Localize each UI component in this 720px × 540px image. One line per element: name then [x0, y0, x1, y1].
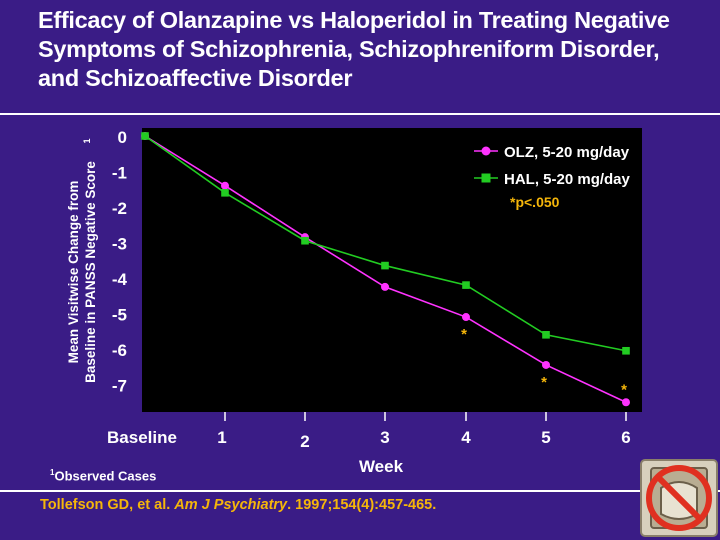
x-tick-label: Baseline: [107, 428, 177, 447]
footnote: 1Observed Cases: [50, 468, 156, 483]
data-point-olz: [622, 398, 630, 407]
legend-olz-label: OLZ, 5-20 mg/day: [504, 144, 630, 161]
data-point-hal: [622, 346, 630, 355]
citation-details: . 1997;154(4):457-465.: [287, 497, 437, 513]
no-sample-logo: [640, 459, 718, 537]
citation: Tollefson GD, et al. Am J Psychiatry. 19…: [40, 497, 436, 513]
title-line-2: Symptoms of Schizophrenia, Schizophrenif…: [38, 36, 660, 62]
y-tick-label: -6: [112, 341, 127, 360]
data-point-olz: [462, 313, 470, 322]
legend-olz-marker: [481, 146, 491, 156]
bottom-divider: [0, 490, 720, 492]
y-axis-label-superscript: 1: [82, 138, 92, 143]
slide-title: Efficacy of Olanzapine vs Haloperidol in…: [38, 6, 708, 93]
top-divider: [0, 113, 720, 115]
x-tick-label: 4: [461, 428, 471, 447]
y-tick-label: -1: [112, 164, 127, 183]
data-point-olz: [221, 181, 229, 190]
data-point-hal: [141, 132, 149, 140]
footnote-text: Observed Cases: [54, 468, 157, 484]
plot-area: [142, 128, 642, 412]
y-tick-label: -5: [112, 306, 127, 325]
y-tick-label: 0: [118, 128, 127, 147]
x-tick-label: 1: [217, 428, 226, 447]
x-tick-label: 6: [621, 428, 630, 447]
data-point-hal: [462, 281, 470, 289]
y-tick-label: -2: [112, 199, 127, 218]
legend-hal-label: HAL, 5-20 mg/day: [504, 171, 631, 188]
y-axis-label-line-1: Mean Visitwise Change from: [66, 181, 81, 364]
legend-hal-marker: [481, 173, 491, 183]
citation-authors: Tollefson GD, et al.: [40, 497, 175, 513]
significance-marker: *: [461, 326, 467, 343]
data-point-olz: [542, 360, 550, 369]
x-tick-label: 2: [300, 432, 309, 451]
citation-journal: Am J Psychiatry: [174, 497, 288, 513]
footnote-marker: 1: [50, 468, 55, 477]
data-point-hal: [221, 189, 229, 197]
title-line-3: and Schizoaffective Disorder: [38, 65, 353, 91]
y-tick-label: -3: [112, 235, 127, 254]
significance-marker: *: [621, 381, 627, 398]
y-tick-label: -7: [112, 377, 127, 396]
data-point-hal: [381, 261, 389, 270]
x-axis-label: Week: [359, 457, 404, 476]
data-point-hal: [301, 236, 309, 245]
x-tick-label: 3: [380, 428, 389, 447]
series-line-hal: [144, 135, 627, 352]
title-line-1: Efficacy of Olanzapine vs Haloperidol in…: [38, 7, 670, 33]
significance-marker: *: [541, 374, 547, 391]
x-tick-label: 5: [541, 428, 550, 447]
y-axis-label-line-2: Baseline in PANSS Negative Score: [83, 161, 98, 383]
data-point-olz: [381, 282, 389, 291]
significance-note: *p<.050: [510, 194, 560, 210]
data-point-hal: [542, 331, 550, 339]
y-tick-label: -4: [112, 270, 128, 289]
